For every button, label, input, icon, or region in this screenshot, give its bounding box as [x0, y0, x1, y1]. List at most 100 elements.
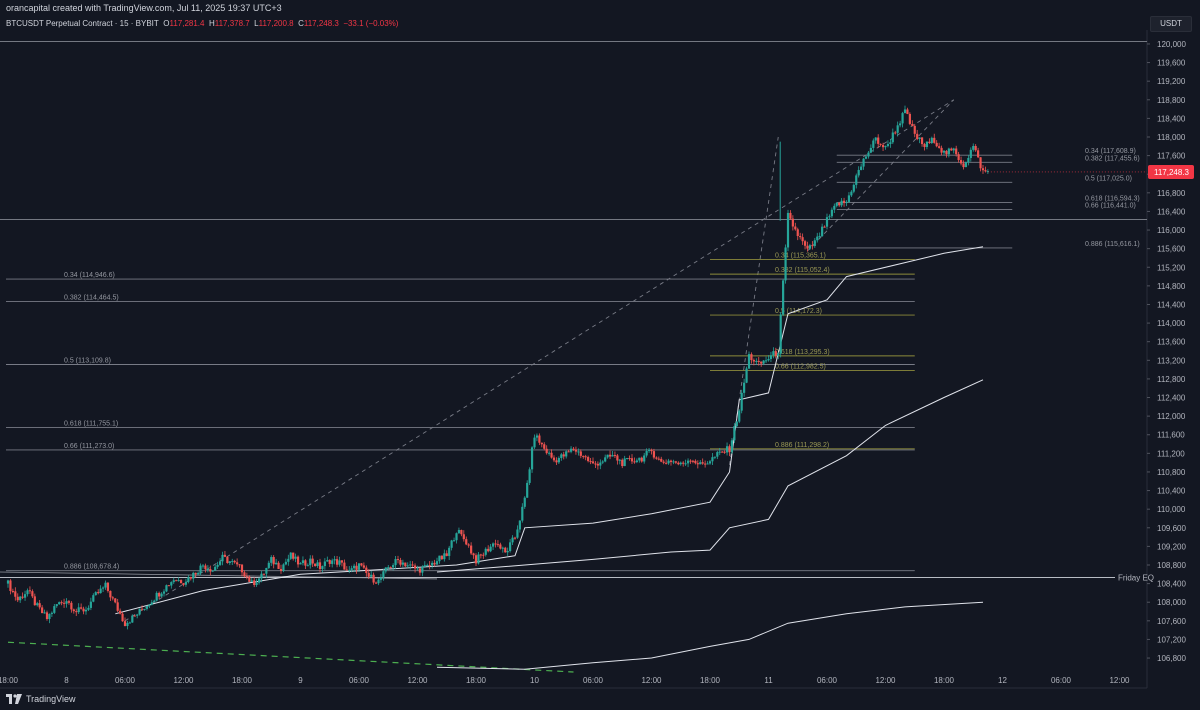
- candle-body: [550, 452, 553, 458]
- candle: [460, 529, 463, 537]
- candle: [957, 151, 960, 163]
- candle-body: [862, 158, 865, 167]
- candle-body: [821, 226, 824, 237]
- candle: [9, 579, 12, 595]
- candle-body: [272, 557, 275, 565]
- candle: [674, 460, 677, 465]
- candle-body: [353, 565, 356, 569]
- candle-body: [250, 580, 253, 582]
- candle: [721, 450, 724, 453]
- candle: [791, 215, 794, 231]
- candle-body: [206, 568, 209, 570]
- candle-body: [696, 463, 699, 465]
- candle: [199, 563, 202, 576]
- candle: [236, 558, 239, 567]
- y-tick-label: 115,200: [1157, 263, 1186, 272]
- candle: [75, 608, 78, 617]
- candle: [838, 201, 841, 207]
- fib-right-level-label: 0.886 (115,616.1): [1085, 241, 1140, 248]
- candle-body: [830, 209, 833, 217]
- candle-body: [465, 539, 468, 545]
- candle-body: [684, 463, 687, 465]
- fib-mid-level-label: 0.66 (112,982.5): [775, 363, 826, 370]
- candle-body: [394, 559, 397, 566]
- candle-body: [679, 462, 682, 465]
- candle-body: [623, 458, 626, 467]
- candle: [864, 154, 868, 160]
- candle-body: [231, 560, 234, 562]
- candle: [348, 566, 351, 574]
- candle: [282, 563, 285, 573]
- candle: [150, 599, 153, 606]
- candle-body: [350, 568, 353, 570]
- candle-body: [62, 602, 66, 604]
- candle-body: [940, 147, 943, 153]
- candle: [825, 213, 829, 230]
- candle: [377, 578, 380, 586]
- candle: [511, 535, 514, 545]
- candle-body: [959, 160, 963, 164]
- candle: [577, 448, 580, 456]
- candle-body: [901, 113, 904, 124]
- candle: [80, 603, 83, 610]
- candle: [896, 121, 899, 137]
- candle: [201, 564, 205, 569]
- candle-body: [847, 195, 851, 202]
- candle-body: [767, 358, 770, 361]
- candle-body: [835, 202, 838, 206]
- candle: [901, 111, 904, 128]
- candle-body: [711, 457, 714, 462]
- candle-body: [399, 559, 402, 565]
- high-value: 117,378.7: [214, 19, 250, 28]
- candle-body: [974, 146, 977, 151]
- candle: [613, 451, 617, 458]
- candle-body: [942, 150, 946, 153]
- y-tick-label: 118,800: [1157, 96, 1186, 105]
- candle: [852, 183, 855, 194]
- candle-body: [899, 123, 902, 126]
- candle-body: [389, 567, 392, 569]
- candle: [972, 143, 975, 152]
- candle-body: [491, 543, 495, 547]
- candle: [321, 565, 324, 573]
- candle: [969, 147, 972, 162]
- fib-left-level-label: 0.66 (111,273.0): [64, 443, 114, 450]
- candle: [494, 539, 497, 548]
- candle: [730, 437, 734, 455]
- y-tick-label: 112,800: [1157, 375, 1186, 384]
- open-value: 117,281.4: [169, 19, 205, 28]
- tradingview-logo[interactable]: TradingView: [6, 694, 76, 704]
- candle: [474, 553, 478, 567]
- candle: [923, 142, 926, 151]
- candle-body: [452, 540, 456, 542]
- y-tick-label: 113,600: [1157, 338, 1186, 347]
- candle: [65, 598, 68, 608]
- currency-button[interactable]: USDT: [1150, 16, 1192, 32]
- candle: [418, 567, 422, 576]
- candle-body: [472, 553, 475, 556]
- candle: [616, 453, 619, 465]
- candle-body: [716, 452, 719, 457]
- candle: [194, 572, 197, 578]
- candle: [694, 459, 697, 465]
- symbol-name[interactable]: BTCUSDT Perpetual Contract · 15 · BYBIT: [6, 19, 159, 28]
- candle: [211, 569, 214, 573]
- candle-body: [691, 460, 695, 462]
- candle-body: [789, 212, 792, 219]
- candle-body: [842, 200, 846, 204]
- candle: [94, 591, 97, 596]
- candles-group: [6, 105, 989, 630]
- candle: [601, 460, 604, 465]
- candle: [938, 142, 941, 149]
- candle-body: [440, 555, 443, 560]
- candle-body: [41, 607, 44, 614]
- candle-body: [708, 461, 712, 464]
- candle-body: [362, 565, 365, 568]
- candle: [6, 579, 10, 588]
- y-tick-label: 109,600: [1157, 524, 1186, 533]
- candle-body: [223, 554, 227, 557]
- candle-body: [162, 591, 166, 594]
- candle-body: [594, 463, 597, 465]
- candle-body: [501, 547, 504, 549]
